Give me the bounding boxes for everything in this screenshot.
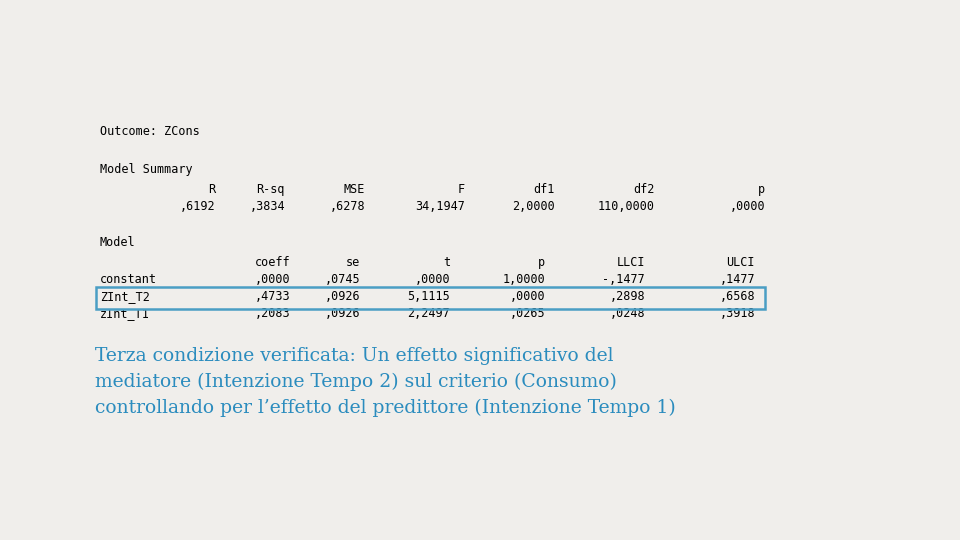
Text: ,0926: ,0926 [324, 307, 360, 320]
Text: zInt_T1: zInt_T1 [100, 307, 150, 320]
Text: ZInt_T2: ZInt_T2 [100, 290, 150, 303]
Text: R: R [208, 183, 215, 196]
Text: Outcome: ZCons: Outcome: ZCons [100, 125, 200, 138]
Text: Model Summary: Model Summary [100, 163, 193, 176]
Text: p: p [538, 256, 545, 269]
Text: ,0248: ,0248 [610, 307, 645, 320]
Text: R-sq: R-sq [256, 183, 285, 196]
Text: ,6278: ,6278 [329, 200, 365, 213]
Text: t: t [443, 256, 450, 269]
Text: ,3834: ,3834 [250, 200, 285, 213]
Text: p: p [757, 183, 765, 196]
Text: constant: constant [100, 273, 157, 286]
Text: ,6568: ,6568 [719, 290, 755, 303]
Text: ,0000: ,0000 [415, 273, 450, 286]
Text: Model: Model [100, 236, 135, 249]
Text: ,1477: ,1477 [719, 273, 755, 286]
Text: ,2898: ,2898 [610, 290, 645, 303]
Text: se: se [346, 256, 360, 269]
Text: -,1477: -,1477 [602, 273, 645, 286]
Text: 5,1115: 5,1115 [407, 290, 450, 303]
Text: ,2083: ,2083 [254, 307, 290, 320]
Text: ,0000: ,0000 [730, 200, 765, 213]
Text: ,0265: ,0265 [510, 307, 545, 320]
Text: df1: df1 [534, 183, 555, 196]
Text: 110,0000: 110,0000 [598, 200, 655, 213]
Text: coeff: coeff [254, 256, 290, 269]
Text: df2: df2 [634, 183, 655, 196]
Text: 34,1947: 34,1947 [415, 200, 465, 213]
Text: ,6192: ,6192 [180, 200, 215, 213]
Text: F: F [458, 183, 465, 196]
Text: 1,0000: 1,0000 [502, 273, 545, 286]
Text: ULCI: ULCI [727, 256, 755, 269]
Text: ,0000: ,0000 [510, 290, 545, 303]
Text: ,4733: ,4733 [254, 290, 290, 303]
Text: 2,2497: 2,2497 [407, 307, 450, 320]
Text: Terza condizione verificata: Un effetto significativo del
mediatore (Intenzione : Terza condizione verificata: Un effetto … [95, 347, 676, 417]
Text: ,0000: ,0000 [254, 273, 290, 286]
Text: ,0926: ,0926 [324, 290, 360, 303]
Text: ,0745: ,0745 [324, 273, 360, 286]
Text: 2,0000: 2,0000 [513, 200, 555, 213]
Text: MSE: MSE [344, 183, 365, 196]
Text: ,3918: ,3918 [719, 307, 755, 320]
Text: LLCI: LLCI [616, 256, 645, 269]
